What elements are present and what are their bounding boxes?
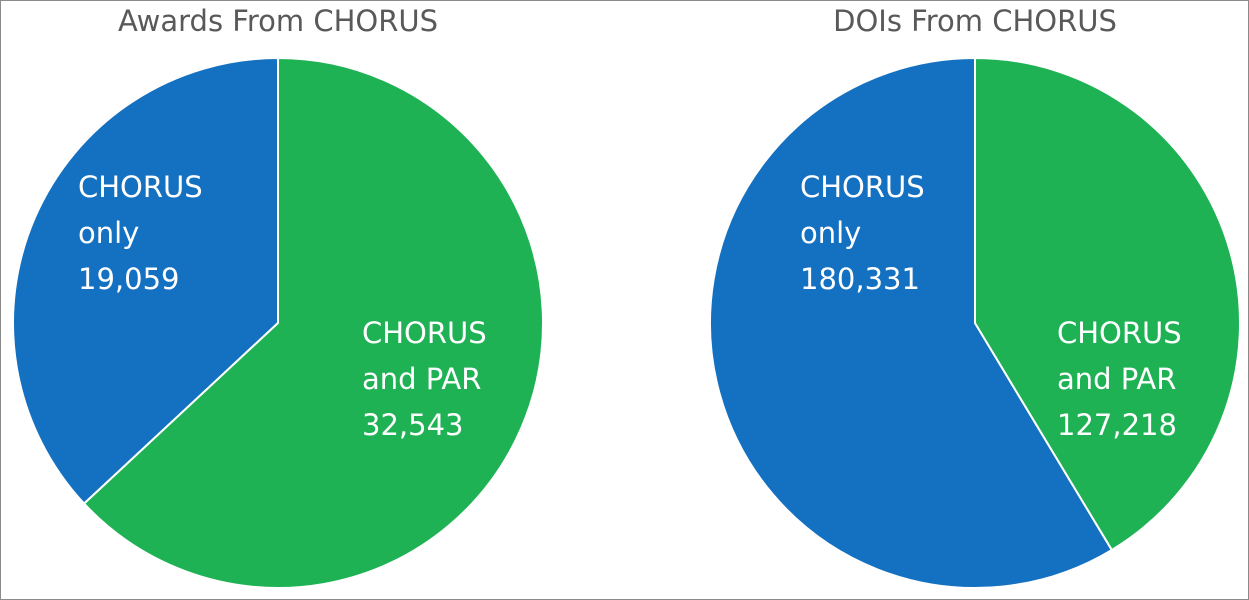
pie-slice bbox=[82, 56, 544, 589]
slice-label: CHORUS and PAR 127,218 bbox=[1057, 310, 1207, 448]
category-label: CHORUS and PAR bbox=[1057, 316, 1182, 396]
slice-label: CHORUS only 180,331 bbox=[800, 164, 950, 302]
value-label: 127,218 bbox=[1057, 408, 1177, 442]
category-label: CHORUS only bbox=[78, 170, 203, 250]
category-label: CHORUS only bbox=[800, 170, 925, 250]
chart-title: Awards From CHORUS bbox=[117, 4, 439, 38]
slice-label: CHORUS only 19,059 bbox=[78, 164, 228, 302]
pie-slice bbox=[709, 56, 1114, 589]
value-label: 32,543 bbox=[362, 408, 464, 442]
pie-slice bbox=[12, 56, 279, 506]
pie-slice bbox=[974, 56, 1241, 552]
category-label: CHORUS and PAR bbox=[362, 316, 487, 396]
chart-title: DOIs From CHORUS bbox=[833, 4, 1117, 38]
slice-label: CHORUS and PAR 32,543 bbox=[362, 310, 512, 448]
value-label: 180,331 bbox=[800, 262, 920, 296]
value-label: 19,059 bbox=[78, 262, 180, 296]
